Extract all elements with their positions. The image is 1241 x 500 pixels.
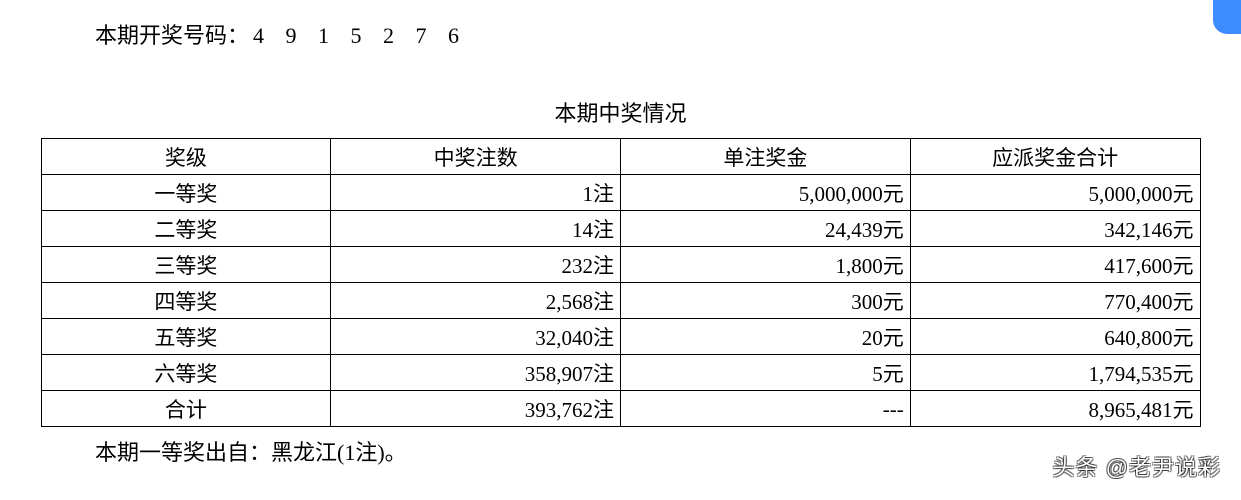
cell-count: 1注 (331, 175, 621, 211)
cell-unit: 5,000,000元 (621, 175, 911, 211)
cell-level: 五等奖 (41, 319, 331, 355)
cell-level: 四等奖 (41, 283, 331, 319)
cell-level: 六等奖 (41, 355, 331, 391)
document-content: 本期开奖号码：4 9 1 5 2 7 6 本期中奖情况 奖级 中奖注数 单注奖金… (0, 0, 1241, 467)
cell-unit: 1,800元 (621, 247, 911, 283)
cell-total: 417,600元 (910, 247, 1200, 283)
cell-unit: 24,439元 (621, 211, 911, 247)
table-row: 三等奖 232注 1,800元 417,600元 (41, 247, 1200, 283)
cell-unit: 20元 (621, 319, 911, 355)
cell-total: 342,146元 (910, 211, 1200, 247)
cell-count: 2,568注 (331, 283, 621, 319)
col-header-count: 中奖注数 (331, 139, 621, 175)
corner-decoration (1213, 0, 1241, 34)
col-header-unit: 单注奖金 (621, 139, 911, 175)
cell-total: 1,794,535元 (910, 355, 1200, 391)
cell-unit: --- (621, 391, 911, 427)
first-prize-location: 本期一等奖出自：黑龙江(1注)。 (95, 435, 1201, 467)
table-header-row: 奖级 中奖注数 单注奖金 应派奖金合计 (41, 139, 1200, 175)
col-header-level: 奖级 (41, 139, 331, 175)
cell-unit: 300元 (621, 283, 911, 319)
cell-level: 合计 (41, 391, 331, 427)
cell-count: 393,762注 (331, 391, 621, 427)
table-row: 一等奖 1注 5,000,000元 5,000,000元 (41, 175, 1200, 211)
table-row: 六等奖 358,907注 5元 1,794,535元 (41, 355, 1200, 391)
cell-level: 一等奖 (41, 175, 331, 211)
cell-level: 二等奖 (41, 211, 331, 247)
cell-count: 232注 (331, 247, 621, 283)
table-row: 合计 393,762注 --- 8,965,481元 (41, 391, 1200, 427)
cell-count: 32,040注 (331, 319, 621, 355)
cell-total: 5,000,000元 (910, 175, 1200, 211)
table-row: 五等奖 32,040注 20元 640,800元 (41, 319, 1200, 355)
cell-count: 14注 (331, 211, 621, 247)
winning-numbers-line: 本期开奖号码：4 9 1 5 2 7 6 (95, 18, 1201, 50)
winning-numbers-digits: 4 9 1 5 2 7 6 (253, 23, 467, 48)
table-row: 二等奖 14注 24,439元 342,146元 (41, 211, 1200, 247)
cell-level: 三等奖 (41, 247, 331, 283)
cell-unit: 5元 (621, 355, 911, 391)
cell-total: 8,965,481元 (910, 391, 1200, 427)
table-row: 四等奖 2,568注 300元 770,400元 (41, 283, 1200, 319)
table-title: 本期中奖情况 (40, 96, 1201, 128)
col-header-total: 应派奖金合计 (910, 139, 1200, 175)
watermark: 头条 @老尹说彩 (1053, 450, 1221, 482)
cell-count: 358,907注 (331, 355, 621, 391)
prize-table: 奖级 中奖注数 单注奖金 应派奖金合计 一等奖 1注 5,000,000元 5,… (41, 138, 1201, 427)
table-body: 一等奖 1注 5,000,000元 5,000,000元 二等奖 14注 24,… (41, 175, 1200, 427)
cell-total: 640,800元 (910, 319, 1200, 355)
cell-total: 770,400元 (910, 283, 1200, 319)
winning-numbers-label: 本期开奖号码： (95, 23, 249, 48)
